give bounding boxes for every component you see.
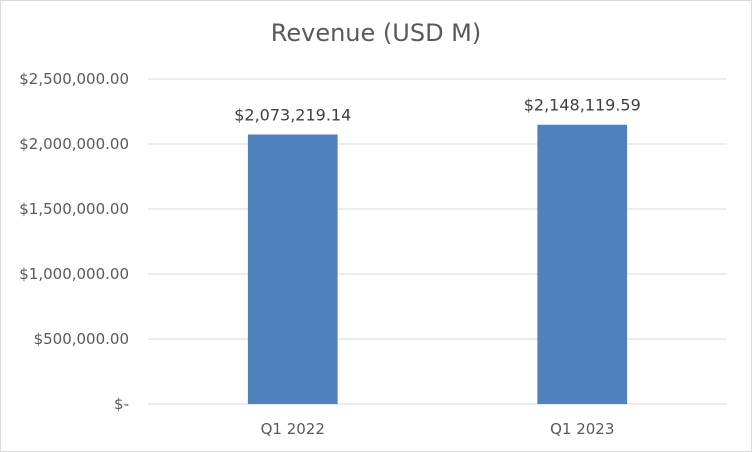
chart-title: Revenue (USD M) — [270, 19, 482, 47]
data-labels: $2,073,219.14 $2,148,119.59 — [234, 96, 641, 125]
y-tick-label: $- — [114, 395, 129, 413]
x-tick-label: Q1 2023 — [550, 420, 614, 438]
x-tick-label: Q1 2022 — [261, 420, 325, 438]
y-tick-label: $500,000.00 — [34, 330, 129, 348]
y-axis-tick-labels: $- $500,000.00 $1,000,000.00 $1,500,000.00 $… — [19, 70, 129, 413]
x-axis-tick-labels: Q1 2022 Q1 2023 — [261, 420, 615, 438]
bars — [247, 124, 628, 405]
data-label: $2,073,219.14 — [234, 105, 351, 124]
bar — [247, 134, 338, 404]
y-tick-label: $2,500,000.00 — [19, 70, 129, 88]
gridlines — [148, 78, 727, 405]
y-tick-label: $1,000,000.00 — [19, 265, 129, 283]
data-label: $2,148,119.59 — [524, 96, 641, 115]
y-tick-label: $1,500,000.00 — [19, 200, 129, 218]
y-tick-label: $2,000,000.00 — [19, 135, 129, 153]
bar — [537, 124, 628, 405]
